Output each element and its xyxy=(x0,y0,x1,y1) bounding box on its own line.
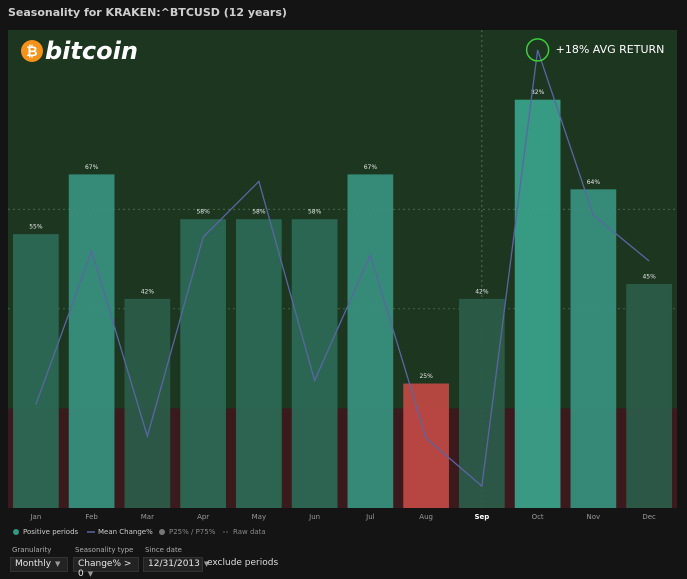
dropdown-value: Monthly xyxy=(15,559,52,569)
bar-label: 67% xyxy=(85,164,99,171)
bar xyxy=(180,219,226,509)
x-tick-label: Jan xyxy=(29,513,41,521)
date-input[interactable]: 12/31/2013 ▼ xyxy=(143,557,209,572)
legend-swatch xyxy=(13,529,19,535)
bar xyxy=(124,298,171,508)
annotation-marker xyxy=(525,38,550,62)
negative-zone xyxy=(8,408,677,508)
exclude-periods[interactable]: exclude periods xyxy=(207,558,279,568)
legend-swatch xyxy=(159,529,165,535)
bar-label: 42% xyxy=(475,288,489,295)
bar xyxy=(68,174,115,509)
bitcoin-logo: ₿ xyxy=(21,40,43,62)
logo-text: bitcoin xyxy=(45,37,138,65)
dropdown-value: Change% > 0 xyxy=(78,559,132,579)
x-tick-label: Mar xyxy=(141,513,154,521)
dropdown[interactable]: Monthly ▼ xyxy=(10,557,68,572)
bar-label: 25% xyxy=(419,373,433,380)
legend-label: Positive periods xyxy=(23,528,79,536)
bar xyxy=(514,99,561,508)
annotation: +18% AVG RETURN xyxy=(556,43,665,56)
control-label: Granularity xyxy=(12,546,52,554)
x-tick-label: Nov xyxy=(587,513,601,521)
x-tick-label: Dec xyxy=(642,513,656,521)
bar xyxy=(570,189,617,509)
bar xyxy=(236,219,282,509)
control-label: Seasonality type xyxy=(75,546,134,554)
x-tick-label: Feb xyxy=(85,513,98,521)
control-label: Since date xyxy=(145,546,182,554)
dropdown[interactable]: Change% > 0 ▼ xyxy=(73,557,139,579)
x-tick-label: Jul xyxy=(365,513,375,521)
dropdown-value: 12/31/2013 xyxy=(148,559,200,569)
x-tick-label: Oct xyxy=(532,513,544,521)
x-tick-label: Sep xyxy=(474,513,489,521)
mean-change-line xyxy=(35,49,650,488)
chart: ₿ bitcoin 55% 67% 42% 58% 58% 58% 67% 25% 42% 82%… xyxy=(8,30,677,536)
legend-label: Mean Change% xyxy=(98,528,153,536)
bar-label: 42% xyxy=(141,288,155,295)
legend-label: P25% / P75% xyxy=(169,528,216,536)
bar-label: 45% xyxy=(642,273,656,280)
svg-text:₿: ₿ xyxy=(26,44,37,60)
x-tick-label: May xyxy=(252,513,266,521)
bar xyxy=(403,383,449,508)
x-tick-label: Apr xyxy=(197,513,209,521)
bar-label: 58% xyxy=(196,209,210,216)
bar xyxy=(291,219,338,509)
x-tick-label: Jun xyxy=(308,513,320,521)
bar-label: 55% xyxy=(29,224,43,231)
x-tick-label: Aug xyxy=(419,513,433,521)
chart-title: Seasonality for KRAKEN:^BTCUSD (12 years… xyxy=(8,6,287,19)
bar xyxy=(626,283,672,508)
bar xyxy=(347,174,394,509)
legend-label: Raw data xyxy=(233,528,266,536)
bar-label: 67% xyxy=(364,164,378,171)
bar-label: 58% xyxy=(308,209,322,216)
bar-label: 82% xyxy=(531,89,545,96)
bar xyxy=(459,298,505,508)
bar xyxy=(13,234,59,509)
bar-label: 58% xyxy=(252,209,266,216)
bar-label: 64% xyxy=(587,179,601,186)
